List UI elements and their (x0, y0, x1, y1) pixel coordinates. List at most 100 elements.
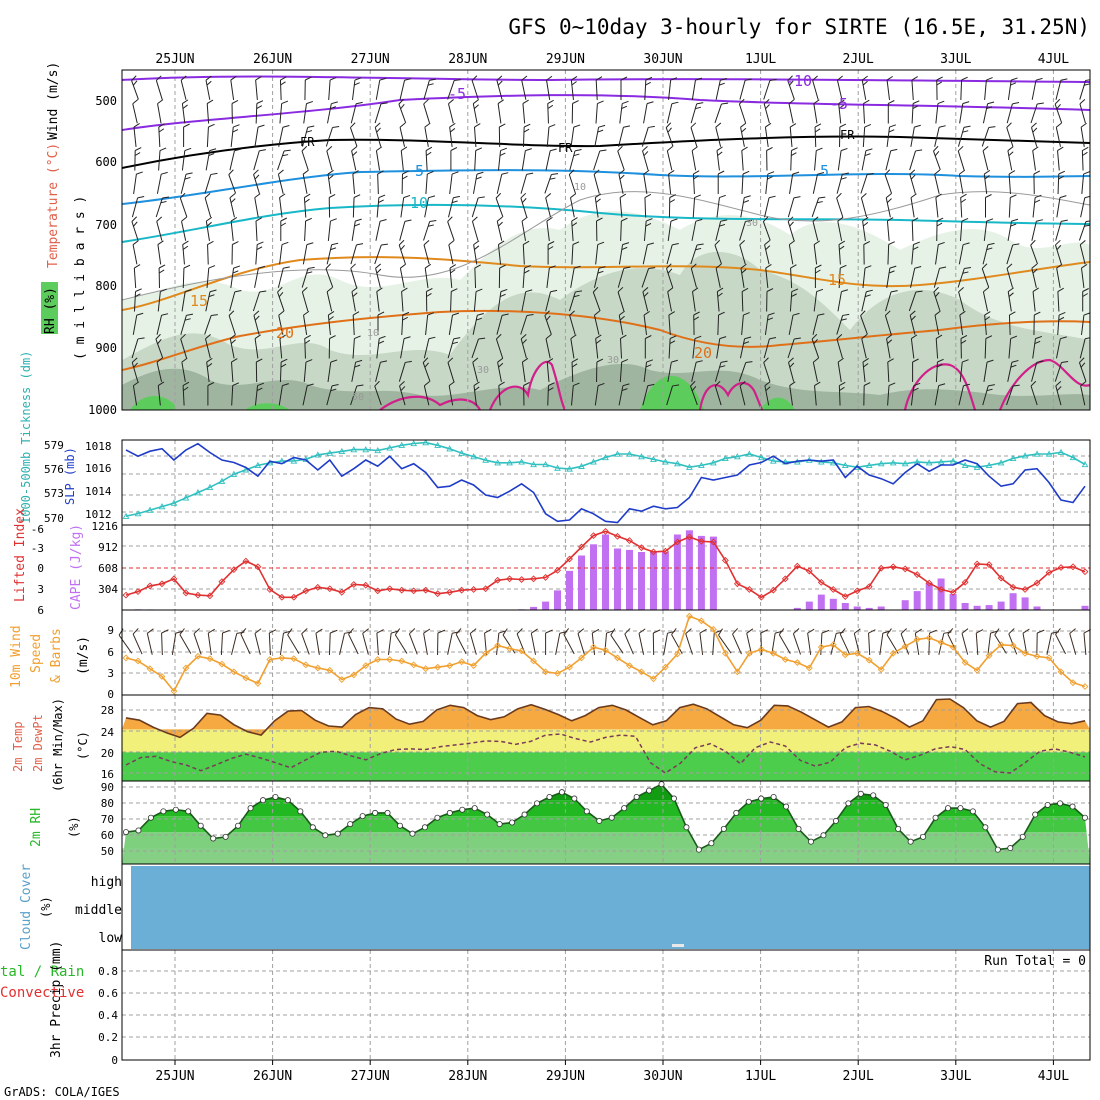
upper-air-wind-barb (594, 124, 606, 147)
upper-air-wind-barbs (131, 75, 1090, 406)
upper-air-wind-barb (254, 265, 266, 288)
upper-air-wind-barb (935, 241, 945, 265)
upper-air-wind-barb (668, 194, 677, 218)
upper-air-wind-barb (716, 194, 726, 218)
upper-air-wind-barb (619, 100, 629, 124)
y-tick-label: 1216 (92, 520, 119, 533)
wind-speed-point (182, 664, 190, 672)
rh2m-point (347, 821, 354, 828)
date-label-bottom: 27JUN (351, 1069, 390, 1084)
upper-air-wind-barb (544, 173, 559, 194)
rh2m-point (484, 811, 491, 818)
wind10m-barb (315, 628, 323, 655)
upper-air-wind-barb (229, 334, 236, 359)
upper-air-wind-barb (692, 287, 699, 312)
upper-air-wind-barb (887, 100, 895, 124)
y-tick-label: 1000 (88, 403, 117, 417)
contour-label: 5 (415, 162, 424, 180)
wind10m-barb (1008, 628, 1018, 655)
wind-speed-point (781, 656, 789, 663)
thickness-point (722, 454, 729, 462)
lifted-index-point (913, 571, 921, 579)
upper-air-wind-barb (351, 77, 362, 100)
lifted-index-point (745, 586, 753, 593)
upper-air-wind-barb (959, 101, 970, 124)
thickness-point (206, 483, 214, 490)
upper-air-wind-barb (739, 219, 753, 241)
contour-labels: -10 -5 -5 FR FR FR 5 5 10 15 15 20 20 10… (190, 72, 855, 403)
thickness-point (146, 506, 154, 513)
upper-air-wind-barb (155, 75, 163, 100)
thickness-point (1057, 448, 1065, 455)
rh2m-point (359, 813, 366, 820)
upper-air-wind-barb (206, 99, 214, 124)
rh2m-point (322, 832, 329, 839)
upper-air-wind-barb (253, 169, 260, 194)
rh2m-point (297, 808, 304, 815)
upper-air-wind-barb (618, 310, 625, 335)
upper-air-wind-barb (182, 381, 190, 406)
upper-air-wind-barb (620, 217, 628, 242)
upper-air-wind-barb (400, 194, 411, 218)
upper-air-wind-barb (740, 195, 751, 218)
wind10m-barb (502, 628, 516, 654)
lifted-index-point (218, 578, 226, 586)
temperature-contour (122, 75, 1090, 83)
upper-air-wind-barb (255, 100, 264, 124)
slp-thickness-lines (122, 439, 1089, 524)
wind10m-barb (994, 628, 1007, 654)
upper-air-wind-barb (449, 122, 456, 147)
upper-air-wind-barb (497, 99, 504, 124)
y-tick-label: 608 (98, 562, 118, 575)
upper-air-wind-barb (473, 288, 483, 312)
y-tick-label: 500 (95, 94, 117, 108)
upper-air-wind-barb (1033, 170, 1041, 195)
rh2m-point (895, 825, 902, 832)
upper-air-wind-barb (326, 287, 333, 312)
rh2m-point (396, 822, 403, 829)
wind10m-barb (638, 628, 646, 655)
upper-air-wind-barb (909, 149, 923, 171)
upper-air-wind-barb (983, 218, 994, 241)
upper-air-wind-barb (958, 242, 970, 265)
upper-air-wind-barb (1008, 170, 1016, 195)
rh2m-point (733, 809, 740, 816)
upper-air-wind-barb (255, 358, 263, 383)
cape-bar (650, 552, 657, 610)
y-tick-label: 3 (107, 667, 114, 680)
upper-air-wind-barb (328, 335, 336, 359)
wind10m-barb (760, 629, 768, 656)
wind-speed-point (817, 643, 825, 651)
upper-air-wind-barb (933, 266, 947, 288)
upper-air-wind-barb (619, 334, 627, 359)
rh2m-point (147, 814, 154, 821)
upper-air-wind-barb (156, 313, 169, 335)
thickness-point (242, 466, 250, 473)
wind10m-barbs (118, 628, 1091, 656)
upper-air-wind-barb (473, 240, 480, 265)
upper-air-wind-barb (862, 265, 872, 288)
upper-air-wind-barb (714, 360, 728, 382)
upper-air-wind-barb (325, 263, 334, 288)
thickness-point (218, 477, 226, 484)
thickness-point (338, 447, 346, 455)
upper-air-wind-barb (351, 218, 362, 241)
upper-air-wind-barb (374, 102, 388, 124)
wind-speed-point (410, 661, 418, 669)
upper-air-wind-barb (133, 288, 142, 312)
upper-air-wind-barb (1080, 381, 1087, 406)
upper-air-wind-barb (837, 147, 848, 171)
upper-air-wind-barb (982, 146, 989, 171)
upper-air-wind-barb (424, 263, 432, 288)
upper-air-wind-barb (1078, 357, 1087, 382)
rh2m-point (870, 792, 877, 799)
upper-air-wind-barb (131, 357, 139, 382)
upper-air-wind-barb (156, 216, 163, 241)
upper-air-wind-barb (325, 125, 340, 147)
upper-air-wind-barb (496, 172, 509, 194)
upper-air-wind-barb (691, 77, 703, 100)
wind-speed-point (949, 643, 957, 651)
upper-air-wind-barb (279, 334, 286, 359)
lifted-index-point (278, 593, 286, 601)
upper-air-wind-barb (982, 384, 995, 406)
